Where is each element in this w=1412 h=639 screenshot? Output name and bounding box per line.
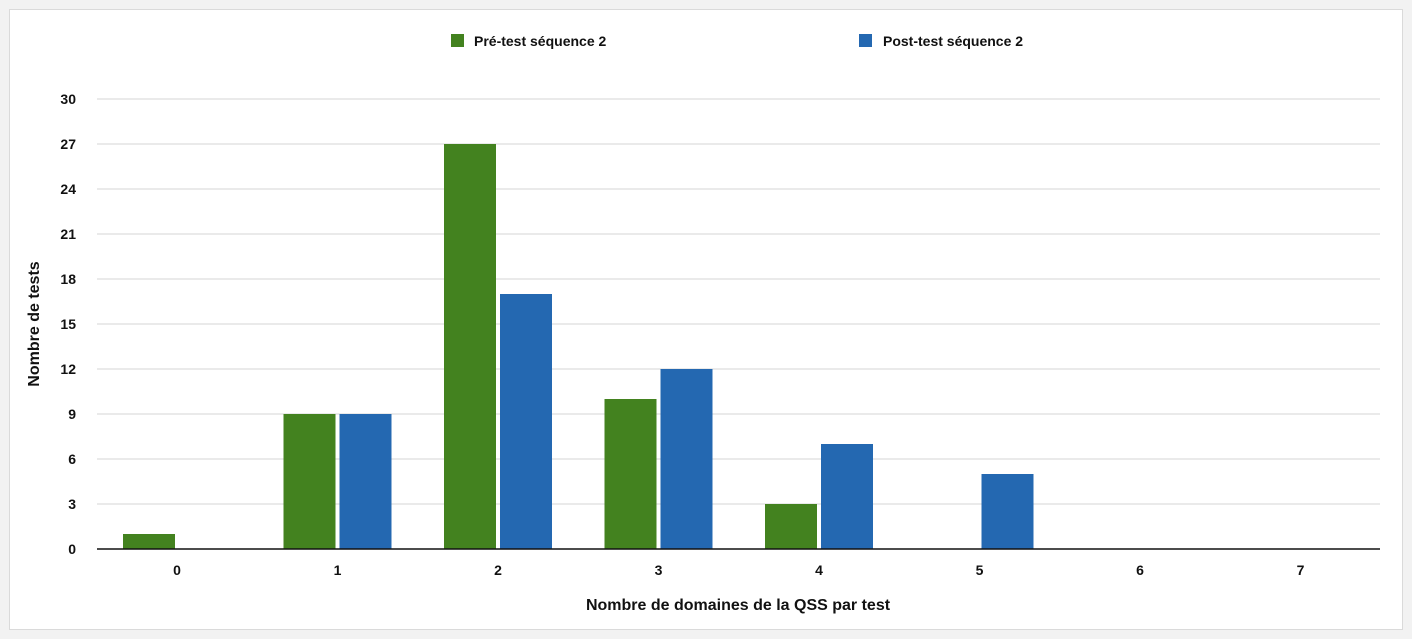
bar-post-test-3 — [660, 369, 713, 549]
x-tick-label: 1 — [334, 562, 342, 578]
y-axis-title: Nombre de tests — [26, 261, 43, 386]
bar-pre-test-4 — [765, 504, 817, 549]
y-tick-label: 9 — [68, 406, 76, 422]
bar-pre-test-0 — [123, 534, 175, 549]
y-tick-label: 27 — [60, 136, 76, 152]
y-tick-label: 12 — [60, 361, 76, 377]
bars — [123, 144, 1034, 549]
legend-label-post-test: Post-test séquence 2 — [883, 33, 1023, 49]
x-axis-title: Nombre de domaines de la QSS par test — [586, 597, 891, 614]
x-tick-label: 0 — [173, 562, 181, 578]
bar-post-test-5 — [981, 474, 1034, 549]
y-tick-label: 30 — [60, 91, 76, 107]
y-tick-labels: 0 3 6 9 12 15 18 21 24 27 30 — [60, 91, 76, 557]
y-tick-label: 0 — [68, 541, 76, 557]
legend-label-pre-test: Pré-test séquence 2 — [474, 33, 606, 49]
legend: Pré-test séquence 2 Post-test séquence 2 — [451, 33, 1023, 49]
x-tick-label: 4 — [815, 562, 823, 578]
legend-swatch-pre-test — [451, 34, 464, 47]
bar-post-test-4 — [821, 444, 873, 549]
y-tick-label: 3 — [68, 496, 76, 512]
y-tick-label: 6 — [68, 451, 76, 467]
bar-post-test-1 — [339, 414, 392, 549]
y-tick-label: 24 — [60, 181, 76, 197]
x-tick-label: 6 — [1136, 562, 1144, 578]
bar-post-test-2 — [500, 294, 552, 549]
x-tick-label: 5 — [976, 562, 984, 578]
bar-pre-test-2 — [444, 144, 496, 549]
y-tick-label: 18 — [60, 271, 76, 287]
bar-pre-test-3 — [604, 399, 657, 549]
x-tick-label: 3 — [655, 562, 663, 578]
legend-swatch-post-test — [859, 34, 872, 47]
x-tick-labels: 0 1 2 3 4 5 6 7 — [173, 562, 1305, 578]
bar-pre-test-1 — [283, 414, 336, 549]
x-tick-label: 7 — [1297, 562, 1305, 578]
y-tick-label: 21 — [60, 226, 76, 242]
y-tick-label: 15 — [60, 316, 76, 332]
x-tick-label: 2 — [494, 562, 502, 578]
